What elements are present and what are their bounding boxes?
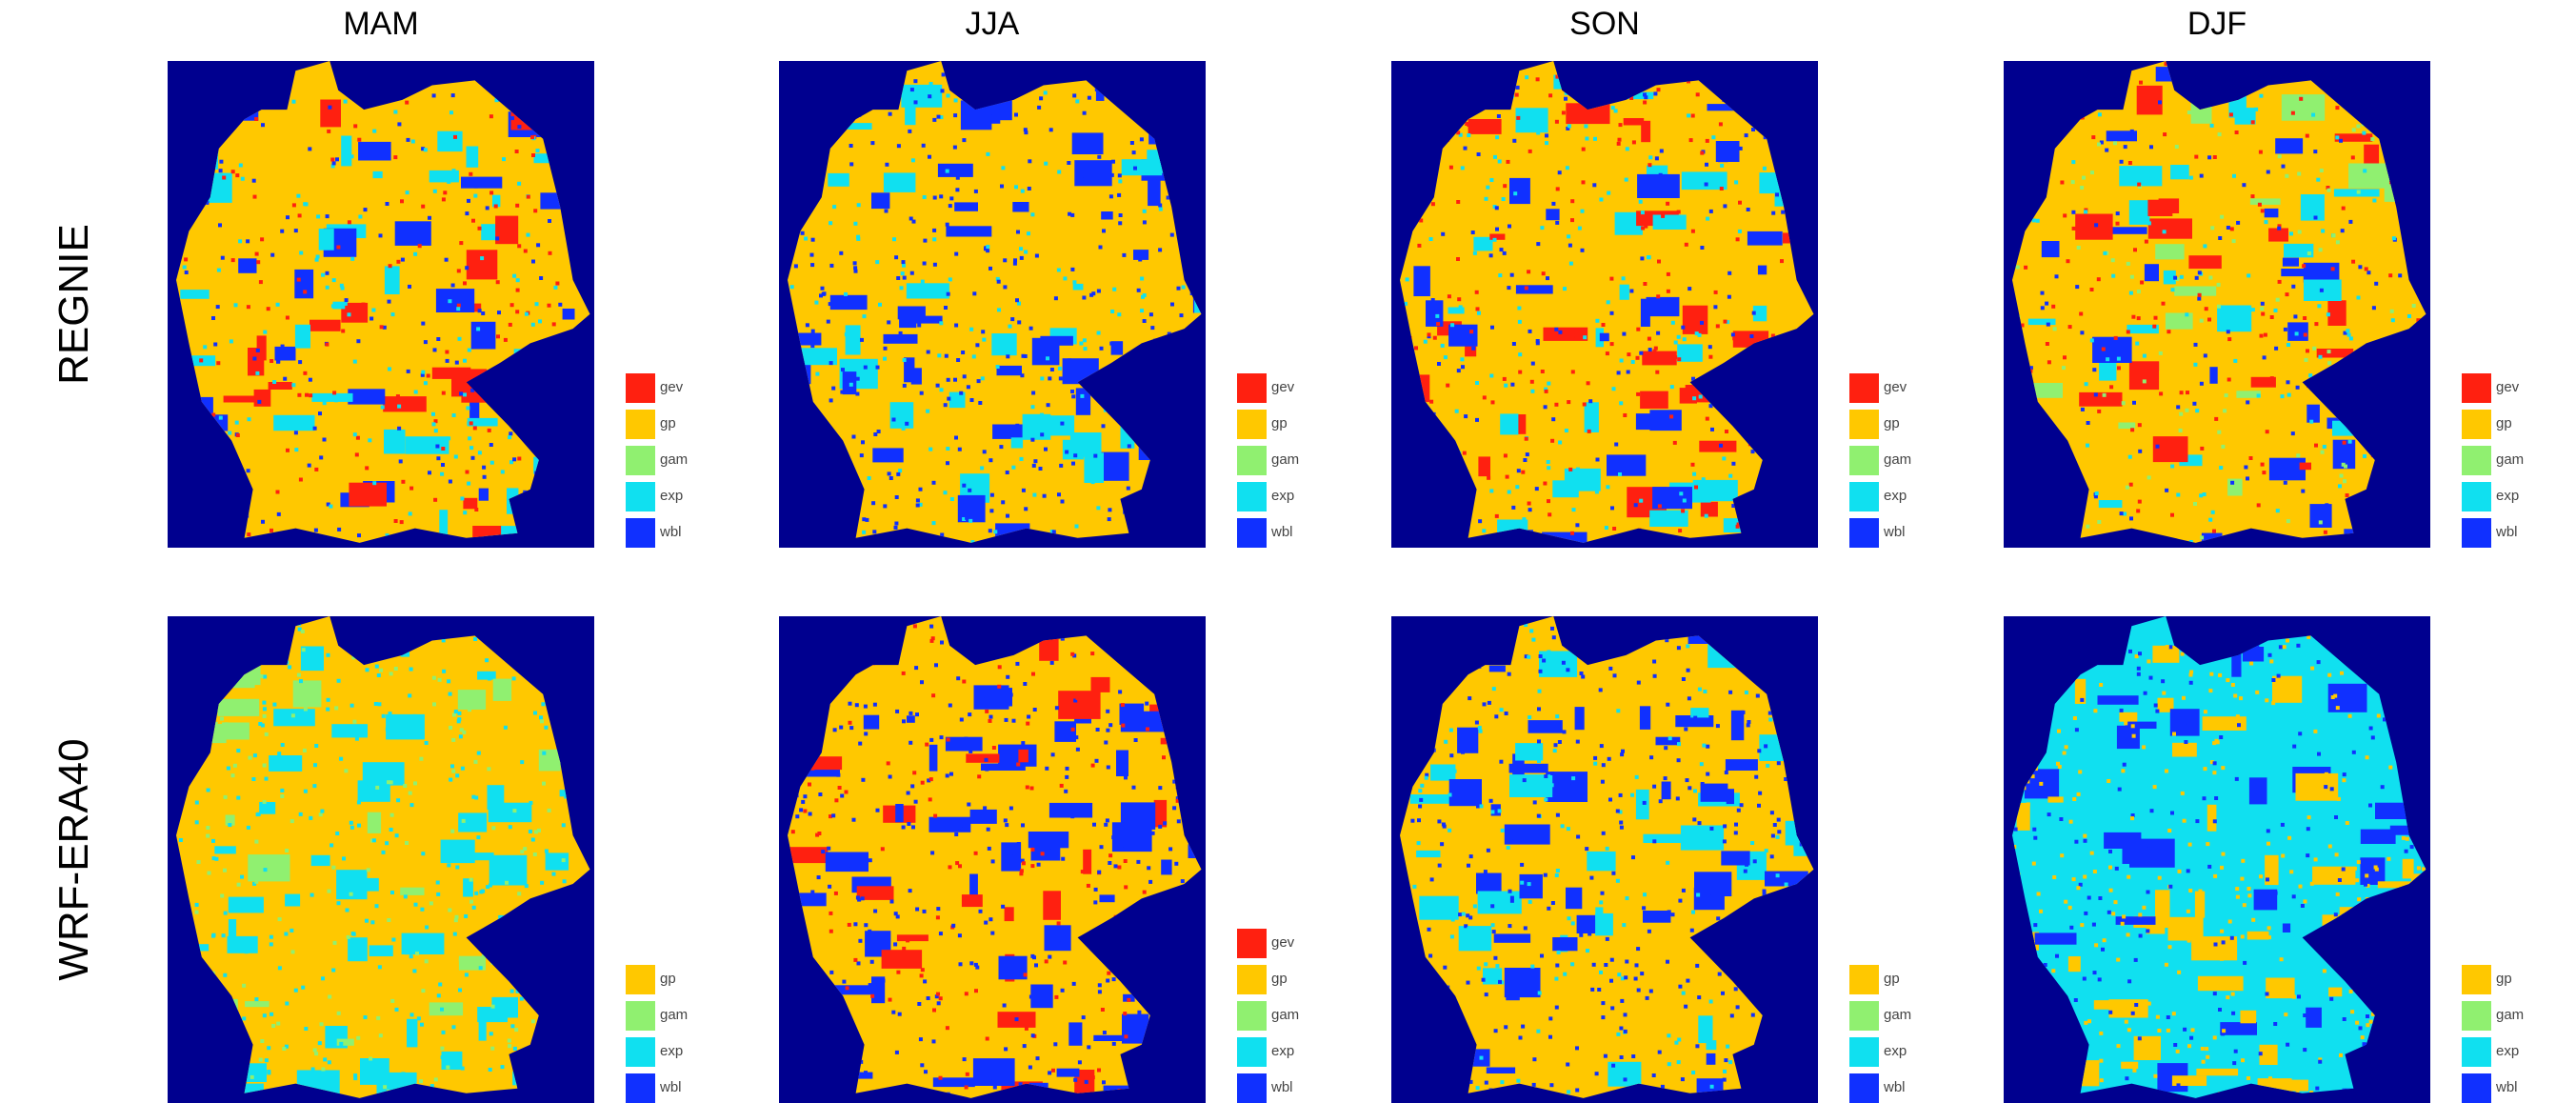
legend-swatch: [626, 518, 655, 548]
column-title: SON: [1569, 6, 1640, 42]
legend-label: gp: [1271, 415, 1288, 431]
legend-label: gev: [1271, 934, 1295, 951]
legend-swatch: [2462, 1037, 2491, 1067]
legend-label: gam: [2496, 1007, 2524, 1023]
column-title: MAM: [343, 6, 418, 42]
map-panel: [2004, 616, 2467, 1103]
legend-label: exp: [1271, 488, 1294, 504]
map-panel: [779, 61, 1239, 561]
legend-label: gam: [660, 451, 688, 468]
column-title: DJF: [2187, 6, 2247, 42]
legend-swatch: [1237, 373, 1267, 403]
legend-swatch: [1849, 410, 1879, 439]
legend-swatch: [1849, 373, 1879, 403]
legend-label: gp: [1271, 971, 1288, 987]
legend-label: wbl: [1883, 1079, 1906, 1095]
legend-swatch: [626, 1001, 655, 1031]
legend-swatch: [2462, 1001, 2491, 1031]
legend-label: wbl: [2495, 1079, 2518, 1095]
legend-swatch: [626, 482, 655, 511]
page: MAM JJA SON DJF REGNIE WRF-ERA40 gev gp gam exp wb…: [0, 0, 2576, 1103]
legend-label: gp: [2496, 971, 2512, 987]
legend-label: exp: [660, 488, 683, 504]
legend-swatch: [1237, 929, 1267, 958]
legend-swatch: [1849, 482, 1879, 511]
legend-swatch: [626, 446, 655, 475]
legend-swatch: [1237, 1001, 1267, 1031]
legend-label: gam: [1271, 1007, 1299, 1023]
legend-label: gp: [1884, 971, 1900, 987]
legend-label: exp: [1884, 488, 1907, 504]
legend-label: gev: [2496, 379, 2520, 395]
legend-label: wbl: [1883, 524, 1906, 540]
column-title: JJA: [966, 6, 1020, 42]
map-panel: [1391, 61, 1840, 564]
legend-label: wbl: [2495, 524, 2518, 540]
legend-label: gp: [660, 415, 676, 431]
legend-label: wbl: [1270, 524, 1293, 540]
legend-label: gam: [1271, 451, 1299, 468]
legend-label: exp: [2496, 1043, 2519, 1059]
legend-label: gev: [1271, 379, 1295, 395]
legend-label: exp: [2496, 488, 2519, 504]
legend-swatch: [626, 373, 655, 403]
legend-swatch: [1849, 965, 1879, 994]
legend-swatch: [1849, 1037, 1879, 1067]
legend-swatch: [626, 1073, 655, 1103]
legend-label: wbl: [659, 524, 682, 540]
map-panel: [168, 61, 615, 569]
figure: MAM JJA SON DJF REGNIE WRF-ERA40 gev gp gam exp wb…: [0, 0, 2576, 1103]
map-panel: [1391, 616, 1855, 1103]
legend-swatch: [1237, 482, 1267, 511]
legend-swatch: [1237, 410, 1267, 439]
legend-label: gam: [2496, 451, 2524, 468]
legend-swatch: [1237, 1037, 1267, 1067]
legend-swatch: [2462, 446, 2491, 475]
legend-swatch: [2462, 410, 2491, 439]
map-panel: [2004, 61, 2451, 569]
legend-label: gam: [1884, 451, 1911, 468]
legend-swatch: [2462, 965, 2491, 994]
legend-swatch: [1849, 518, 1879, 548]
legend-label: gp: [1884, 415, 1900, 431]
legend-swatch: [626, 1037, 655, 1067]
legend-swatch: [1849, 1073, 1879, 1103]
legend-swatch: [2462, 1073, 2491, 1103]
legend-swatch: [1237, 446, 1267, 475]
row-label: REGNIE: [50, 224, 97, 385]
legend-label: gev: [660, 379, 684, 395]
legend-swatch: [1237, 518, 1267, 548]
legend-swatch: [626, 410, 655, 439]
legend-swatch: [626, 965, 655, 994]
legend-label: exp: [1884, 1043, 1907, 1059]
map-panel: [779, 616, 1237, 1103]
legend-label: exp: [660, 1043, 683, 1059]
legend-label: gp: [660, 971, 676, 987]
legend-label: wbl: [659, 1079, 682, 1095]
legend-label: exp: [1271, 1043, 1294, 1059]
legend-swatch: [1849, 1001, 1879, 1031]
row-label: WRF-ERA40: [50, 738, 97, 980]
legend-label: wbl: [1270, 1079, 1293, 1095]
legend-swatch: [2462, 518, 2491, 548]
legend-label: gam: [660, 1007, 688, 1023]
legend-swatch: [1237, 965, 1267, 994]
map-panel: [168, 616, 617, 1103]
legend-label: gp: [2496, 415, 2512, 431]
legend-label: gam: [1884, 1007, 1911, 1023]
legend-swatch: [2462, 373, 2491, 403]
legend-swatch: [1849, 446, 1879, 475]
legend-swatch: [2462, 482, 2491, 511]
legend-swatch: [1237, 1073, 1267, 1103]
legend-label: gev: [1884, 379, 1907, 395]
